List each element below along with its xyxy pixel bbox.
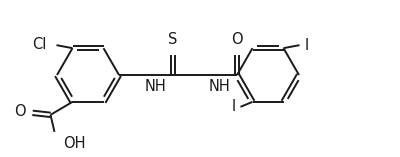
Text: O: O — [231, 32, 243, 47]
Text: S: S — [168, 32, 178, 47]
Text: NH: NH — [144, 79, 166, 94]
Text: OH: OH — [64, 136, 86, 151]
Text: I: I — [231, 99, 236, 114]
Text: O: O — [14, 104, 26, 119]
Text: NH: NH — [208, 79, 230, 94]
Text: Cl: Cl — [32, 37, 46, 52]
Text: I: I — [304, 38, 309, 53]
